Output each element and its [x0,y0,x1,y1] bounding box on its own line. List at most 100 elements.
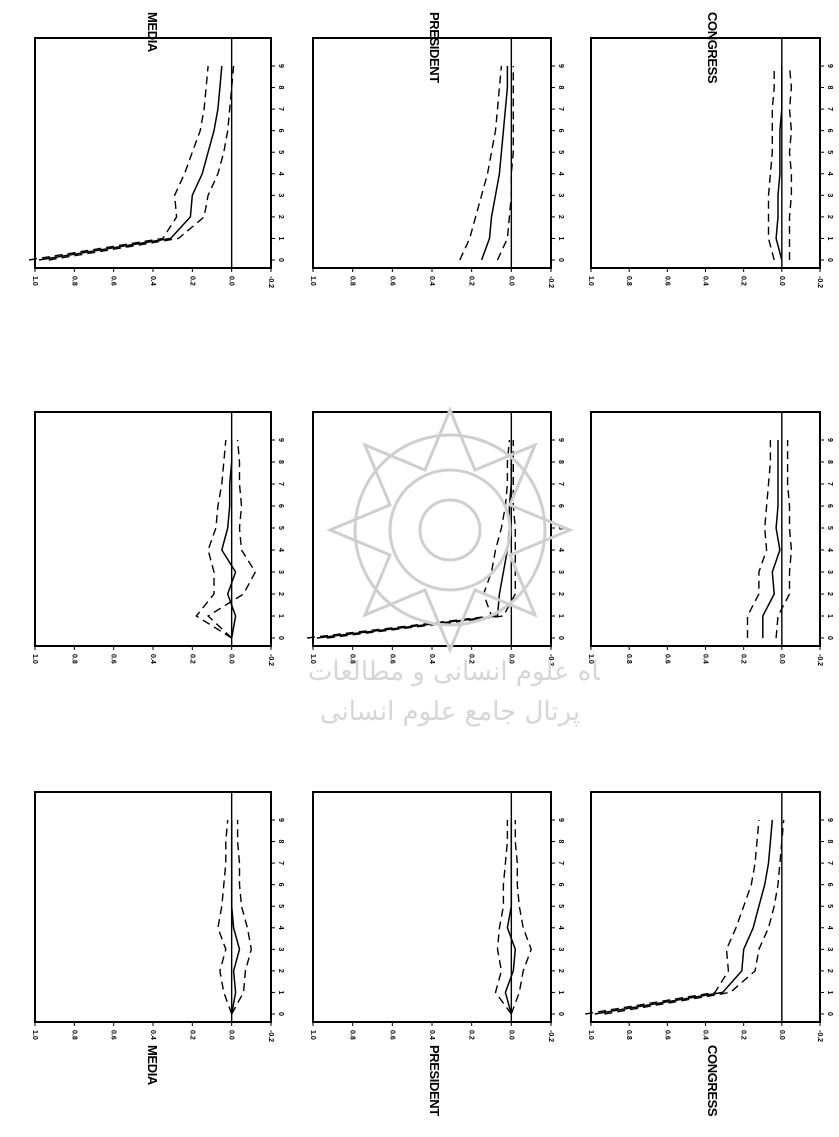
value-tick-label: 0.8 [625,276,632,286]
value-tick-label: 0.0 [228,1030,235,1040]
panel-president-media: 1.0 0.8 0.6 0.4 0.2 0.0 -0.2 0 1 2 3 4 5 6 7 8 9 [309,37,564,288]
step-tick-label: 0 [826,258,833,262]
value-tick-label: 0.6 [663,654,670,664]
upper-confidence-band [767,66,775,261]
step-tick-label: 2 [277,215,284,219]
step-tick-label: 1 [277,236,284,240]
upper-confidence-band [585,819,760,1015]
step-tick-label: 0 [557,258,564,262]
value-tick-label: 1.0 [309,654,316,664]
row-title-congress: CONGRESS [705,1045,720,1117]
step-tick-label: 5 [277,904,284,908]
step-tick-label: 0 [277,258,284,262]
lower-confidence-band [788,65,793,260]
step-tick-label: 3 [277,193,284,197]
column-title-media: MEDIA [145,12,160,53]
step-tick-label: 5 [557,526,564,530]
value-tick-label: 0.8 [349,1030,356,1040]
value-tick-label: 0.0 [778,276,785,286]
step-tick-label: 3 [826,947,833,951]
panel-congress-media: 1.0 0.8 0.6 0.4 0.2 0.0 -0.2 0 1 2 3 4 5 6 7 8 9 [587,37,833,288]
step-tick-label: 1 [557,990,564,994]
panel-media-congress: 1.0 0.8 0.6 0.4 0.2 0.0 -0.2 0 1 2 3 4 5 6 7 8 9 [31,791,284,1042]
step-tick-label: 8 [277,840,284,844]
step-tick-label: 1 [826,990,833,994]
step-tick-label: 6 [826,883,833,887]
step-tick-label: 6 [277,504,284,508]
step-tick-label: 7 [277,107,284,111]
step-tick-label: 9 [277,438,284,442]
step-tick-label: 7 [277,482,284,486]
upper-confidence-band [307,439,511,639]
value-tick-label: 0.2 [468,1030,475,1040]
step-tick-label: 7 [826,861,833,865]
step-tick-label: 6 [557,129,564,133]
step-tick-label: 0 [826,636,833,640]
step-tick-label: 1 [826,236,833,240]
step-tick-label: 9 [826,64,833,68]
impulse-response-line [594,819,774,1015]
step-tick-label: 0 [557,636,564,640]
upper-confidence-band [195,439,233,639]
step-tick-label: 5 [277,526,284,530]
value-tick-label: 0.8 [625,1030,632,1040]
step-tick-label: 1 [277,990,284,994]
step-tick-label: 4 [557,172,564,176]
value-tick-label: -0.2 [816,276,823,288]
value-tick-label: 1.0 [31,654,38,664]
value-tick-label: 0.4 [428,1030,435,1040]
step-tick-label: 4 [557,926,564,930]
value-tick-label: 0.4 [702,654,709,664]
impulse-response-line [221,440,237,639]
panel-media-media: 1.0 0.8 0.6 0.4 0.2 0.0 -0.2 0 1 2 3 4 5 6 7 8 9 [28,37,284,288]
step-tick-label: 8 [277,460,284,464]
step-tick-label: 1 [277,614,284,618]
step-tick-label: 6 [277,129,284,133]
impulse-panels: 1.0 0.8 0.6 0.4 0.2 0.0 -0.2 0 1 2 3 4 5 6 7 8 9 1.0 0.8 0.… [28,37,833,1042]
value-tick-label: 0.8 [70,654,77,664]
step-tick-label: 0 [826,1012,833,1016]
value-tick-label: -0.2 [267,1030,274,1042]
value-tick-label: 0.6 [388,1030,395,1040]
value-tick-label: -0.2 [816,654,823,666]
value-tick-label: 0.2 [740,654,747,664]
step-tick-label: 1 [557,236,564,240]
value-tick-label: -0.2 [267,654,274,666]
value-tick-label: 0.4 [149,654,156,664]
column-titles: MEDIA PRESIDENT CONGRESS [145,12,720,84]
step-tick-label: 3 [277,570,284,574]
step-tick-label: 7 [557,107,564,111]
value-tick-label: 0.6 [388,654,395,664]
value-tick-label: 0.4 [702,1030,709,1040]
value-tick-label: 1.0 [587,276,594,286]
value-tick-label: 0.6 [388,276,395,286]
lower-confidence-band [326,440,516,639]
lower-confidence-band [604,819,785,1015]
lower-confidence-band [206,439,257,639]
impulse-response-line [504,820,517,1015]
step-tick-label: 4 [277,926,284,930]
step-tick-label: 9 [277,64,284,68]
value-tick-label: 0.4 [428,654,435,664]
step-tick-label: 8 [277,86,284,90]
step-tick-label: 1 [826,614,833,618]
step-tick-label: 8 [557,840,564,844]
value-tick-label: 1.0 [587,1030,594,1040]
value-tick-label: 0.0 [507,654,514,664]
step-tick-label: 8 [557,86,564,90]
step-tick-label: 9 [557,818,564,822]
panel-president-president: 1.0 0.8 0.6 0.4 0.2 0.0 -0.2 0 1 2 3 4 5 6 7 8 9 [307,411,564,666]
step-tick-label: 0 [557,1012,564,1016]
step-tick-label: 4 [277,548,284,552]
value-tick-label: 0.2 [188,276,195,286]
value-tick-label: 0.4 [149,1030,156,1040]
step-tick-label: 2 [277,592,284,596]
value-tick-label: 0.2 [468,276,475,286]
step-tick-label: 8 [557,460,564,464]
value-tick-label: 1.0 [31,276,38,286]
value-tick-label: 0.8 [70,1030,77,1040]
step-tick-label: 5 [826,526,833,530]
panel-frame [34,37,272,269]
step-tick-label: 2 [826,969,833,973]
impulse-response-line [230,820,241,1015]
